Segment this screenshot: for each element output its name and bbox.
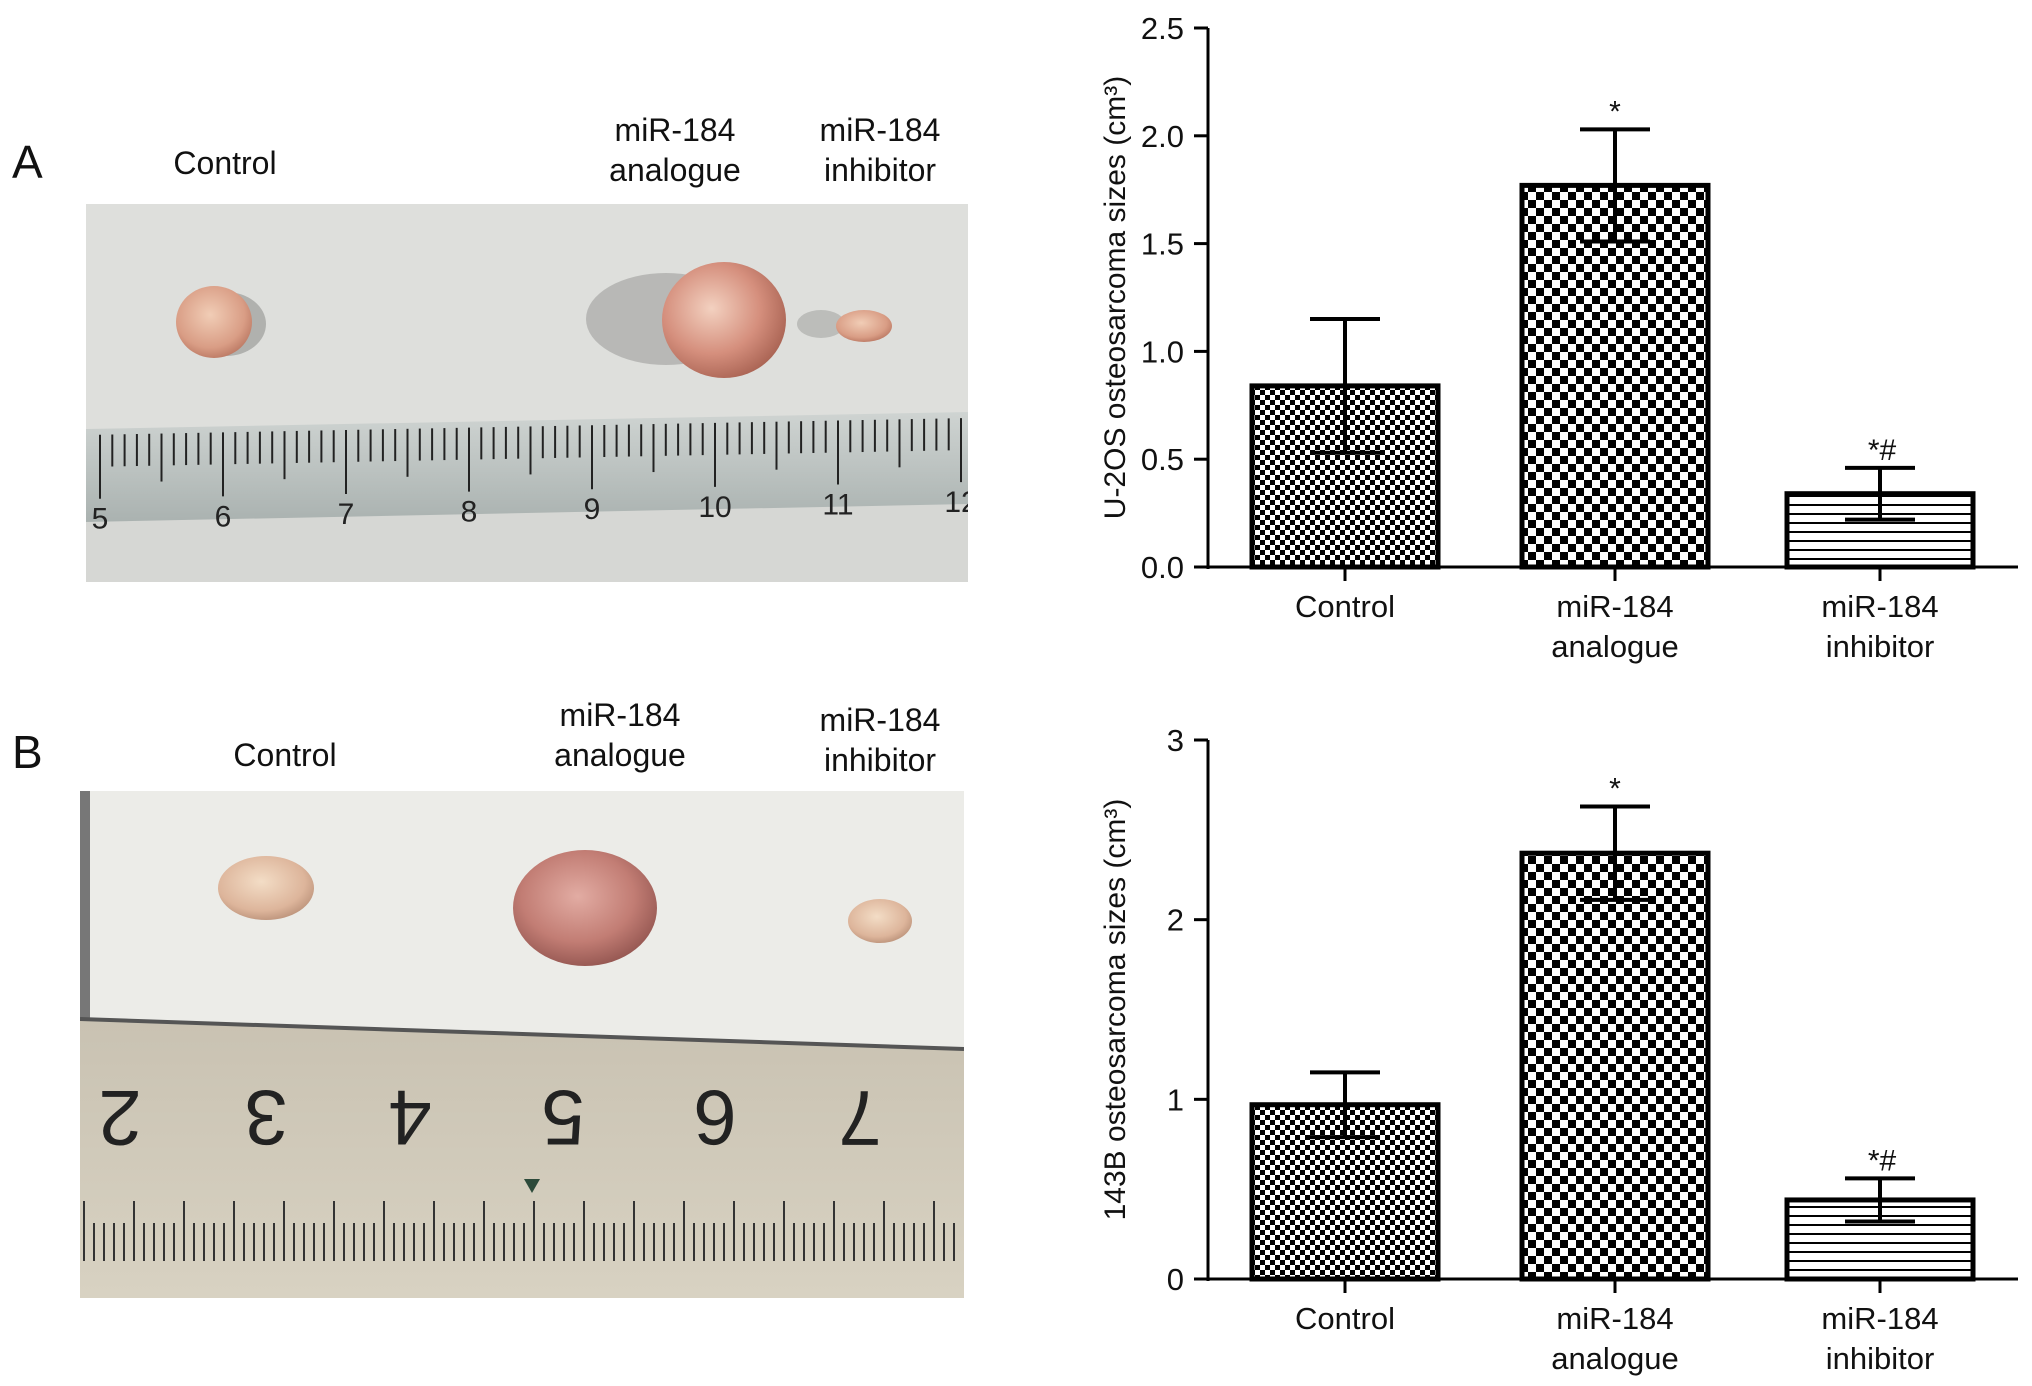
tumor-photo-a-drawing: 5 6 7 8 9 10 11 12 — [86, 204, 968, 582]
photo-b-edge — [80, 791, 90, 1021]
x-tick-label: miR-184 — [1821, 589, 1938, 624]
y-axis-label: 143B osteosarcoma sizes (cm³) — [1099, 799, 1132, 1221]
x-tick-label: analogue — [1551, 629, 1679, 664]
ruler-a-number: 6 — [215, 500, 232, 533]
photo-a-label-analogue: miR-184 analogue — [585, 110, 765, 190]
tumor-a-analogue — [662, 262, 786, 378]
ruler-a-number: 5 — [92, 503, 109, 536]
significance-mark: * — [1609, 772, 1621, 805]
tumor-b-analogue — [513, 850, 657, 966]
chart-u2os: 0.0 0.5 1.0 1.5 2.0 2.5 U-2OS osteosarcoma siz… — [1099, 11, 2018, 664]
x-tick-label: miR-184 — [1556, 589, 1673, 624]
ruler-b-number-group: 4 — [388, 1074, 431, 1162]
y-tick-label: 0.5 — [1141, 442, 1184, 477]
significance-mark: * — [1609, 95, 1621, 128]
bar — [1519, 850, 1711, 1282]
y-tick-label: 3 — [1167, 723, 1184, 758]
panel-a-letter: A — [12, 136, 43, 188]
photo-b-label-control: Control — [233, 737, 337, 773]
photo-a-label-analogue-line2: analogue — [609, 152, 741, 188]
tumor-b-inhibitor — [848, 899, 912, 943]
photo-b-label-inhibitor-line1: miR-184 — [819, 702, 941, 738]
x-tick-label: inhibitor — [1826, 1341, 1935, 1376]
photo-a-label-analogue-line1: miR-184 — [614, 112, 736, 148]
tumor-a-control — [176, 286, 252, 358]
photo-a-label-inhibitor-line1: miR-184 — [819, 112, 941, 148]
y-tick-label: 2.0 — [1141, 119, 1184, 154]
tumor-a-inhibitor — [836, 310, 892, 342]
x-tick-label: inhibitor — [1826, 629, 1935, 664]
ruler-a-number: 10 — [698, 491, 731, 524]
ruler-a-number: 11 — [822, 489, 853, 522]
photo-a-label-inhibitor: miR-184 inhibitor — [800, 110, 960, 190]
photo-a-ruler — [86, 412, 968, 522]
y-axis-label: U-2OS osteosarcoma sizes (cm³) — [1099, 76, 1132, 519]
photo-b-label-analogue-line1: miR-184 — [559, 697, 681, 733]
y-tick-label: 1 — [1167, 1082, 1184, 1117]
ruler-a-number: 12 — [944, 486, 968, 519]
y-tick-label: 0 — [1167, 1262, 1184, 1297]
y-tick-label: 0.0 — [1141, 550, 1184, 585]
ruler-b-number: 4 — [388, 1074, 431, 1162]
ruler-b-number: 6 — [693, 1074, 736, 1162]
tumor-b-control — [218, 856, 314, 920]
x-tick-label: miR-184 — [1556, 1301, 1673, 1336]
x-tick-label: analogue — [1551, 1341, 1679, 1376]
bar — [1519, 182, 1711, 570]
y-tick-label: 2.5 — [1141, 11, 1184, 46]
ruler-a-number: 8 — [461, 496, 478, 529]
y-tick-label: 2 — [1167, 903, 1184, 938]
tumor-photo-b-drawing: 2 3 4 5 6 7 — [80, 791, 964, 1298]
significance-mark: *# — [1868, 434, 1897, 467]
ruler-b-number: 3 — [244, 1074, 287, 1162]
photo-a-label-inhibitor-line2: inhibitor — [823, 152, 937, 188]
ruler-b-number-group: 7 — [838, 1074, 881, 1162]
photo-b-label-inhibitor-line2: inhibitor — [823, 742, 937, 778]
ruler-b-number-group: 3 — [244, 1074, 287, 1162]
ruler-b-number: 7 — [838, 1074, 881, 1162]
panel-b-letter: B — [12, 726, 43, 778]
photo-b-label-analogue: miR-184 analogue — [530, 695, 710, 775]
x-tick-label: Control — [1295, 1301, 1395, 1336]
y-tick-label: 1.0 — [1141, 334, 1184, 369]
ruler-b-number: 5 — [541, 1074, 584, 1162]
bar — [1784, 1197, 1976, 1282]
ruler-a-number: 7 — [338, 498, 355, 531]
photo-a-label-control: Control — [173, 145, 277, 181]
significance-mark: *# — [1868, 1144, 1897, 1177]
ruler-b-number-group: 2 — [98, 1074, 141, 1162]
photo-b-label-inhibitor: miR-184 inhibitor — [800, 700, 960, 780]
ruler-b-number: 2 — [98, 1074, 141, 1162]
photo-b-label-analogue-line2: analogue — [554, 737, 686, 773]
y-tick-label: 1.5 — [1141, 227, 1184, 262]
ruler-b-number-group: 6 — [693, 1074, 736, 1162]
chart-143b: 0 1 2 3 143B osteosarcoma sizes (cm³) Control… — [1099, 723, 2018, 1376]
ruler-a-number: 9 — [584, 493, 601, 526]
tumor-photo-a: 5 6 7 8 9 10 11 12 — [86, 204, 968, 582]
ruler-b-marker — [524, 1179, 540, 1193]
tumor-photo-b: 2 3 4 5 6 7 — [80, 791, 964, 1298]
x-tick-label: Control — [1295, 589, 1395, 624]
x-tick-label: miR-184 — [1821, 1301, 1938, 1336]
ruler-b-number-group: 5 — [541, 1074, 584, 1162]
